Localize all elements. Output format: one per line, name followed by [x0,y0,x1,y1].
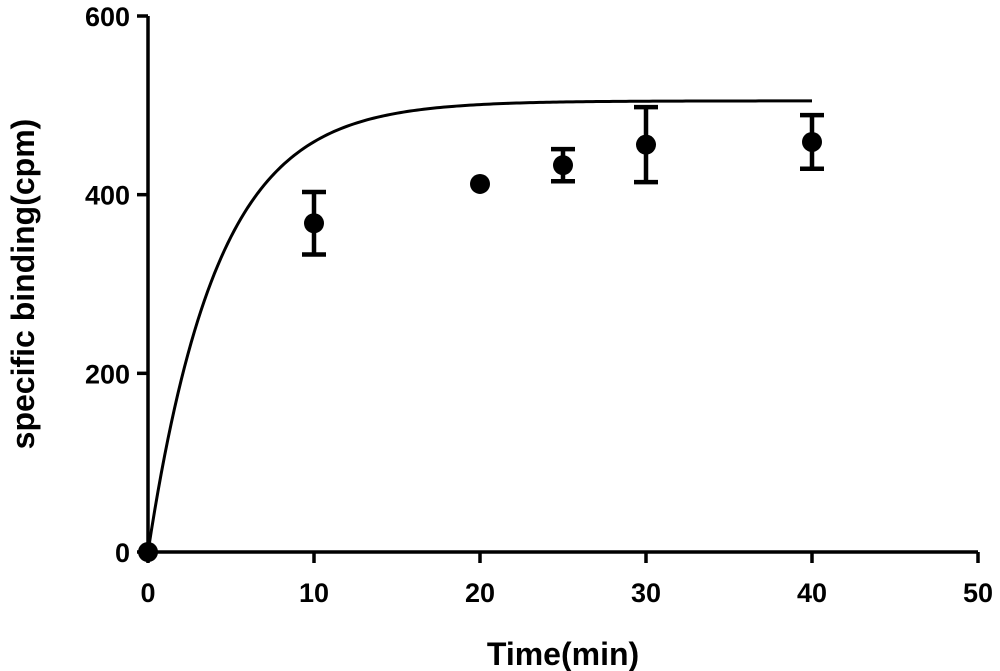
data-point [636,134,656,155]
data-point [802,131,822,152]
data-point [553,155,573,176]
x-tick-label: 40 [797,578,827,608]
y-ticks: 0 200 400 600 [85,2,148,568]
y-tick-label: 200 [85,359,130,389]
fit-curve [146,99,812,553]
x-tick-label: 50 [963,578,993,608]
x-tick-label: 0 [140,578,155,608]
data-point [138,542,158,562]
y-axis-title: specific binding(cpm) [5,119,41,450]
x-tick-label: 20 [465,578,495,608]
x-tick-label: 30 [631,578,661,608]
x-axis-title: Time(min) [487,636,639,671]
x-ticks: 0 10 20 30 40 50 [140,552,993,608]
data-points [138,104,824,562]
y-tick-label: 0 [115,538,130,568]
data-point [304,213,324,234]
y-tick-label: 600 [85,2,130,32]
y-tick-label: 400 [85,181,130,211]
data-point [470,173,490,194]
axes: 0 10 20 30 40 50 0 200 400 600 [85,2,993,608]
x-tick-label: 10 [299,578,329,608]
